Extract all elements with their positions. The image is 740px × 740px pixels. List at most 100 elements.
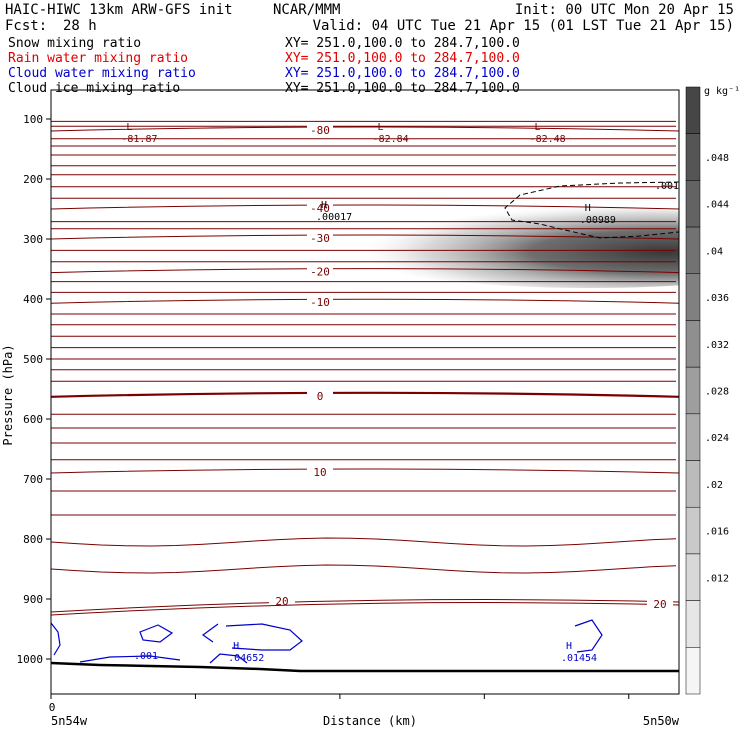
colorbar-bin [685,647,701,695]
cloud-water-contour [139,624,174,643]
y-tick-label: 300 [23,233,43,246]
isotherm-labeled [51,602,679,616]
y-tick-label: 400 [23,293,43,306]
extremum-marker: L [535,122,541,133]
extremum-value: -82.48 [530,134,566,145]
colorbar-tick-label: .036 [705,293,729,304]
x-axis [50,694,630,699]
label-mask [307,466,333,478]
extremum-marker: H [233,641,239,652]
init-time: Init: 00 UTC Mon 20 Apr 15 [515,2,734,18]
cloud-water-contour [79,655,181,663]
extremum-value: -82.84 [373,134,409,145]
label-mask [307,296,333,309]
isotherm-labeled [51,391,679,398]
isotherm-label: -80 [310,124,330,137]
isotherm-labeled [51,268,679,274]
colorbar-bin [685,506,701,555]
y-tick-label: 200 [23,173,43,186]
y-tick-label: 700 [23,473,43,486]
extremum-marker: H [566,641,572,652]
colorbar-tick-label: .024 [705,433,729,444]
y-tick-label: 600 [23,413,43,426]
isotherm-label: 0 [317,390,324,403]
colorbar-bin [685,226,701,275]
x-axis-label: Distance (km) [323,714,417,728]
isotherm-labeled [51,234,679,240]
snow-shading [340,208,679,288]
label-mask [307,265,333,278]
colorbar-tick-label: .016 [705,527,729,538]
temperature-contours: -80 -40 -30 -20 -10 0 10 20 20 [51,120,679,616]
colorbar-bin [685,273,701,321]
extremum-value: .00017 [316,212,352,223]
colorbar-bin [685,320,701,368]
y-tick-label: 1000 [17,653,44,666]
cloud-water-contour-label: .001 [134,651,158,662]
colorbar-bin [685,553,701,601]
colorbar-unit: g kg⁻¹ [704,86,740,97]
field-section-coords: XY= 251.0,100.0 to 284.7,100.0 [285,81,520,96]
isotherm-line [51,564,677,574]
label-mask [307,389,333,402]
extremum-value: .04652 [228,653,264,664]
label-mask [269,595,295,607]
field-section-coords: XY= 251.0,100.0 to 284.7,100.0 [285,66,520,81]
colorbar-bin [685,460,701,508]
label-mask [307,232,333,244]
colorbar-bin [685,180,701,228]
field-name: Rain water mixing ratio [8,51,188,66]
colorbar-bin [685,133,701,181]
label-mask [647,598,673,610]
y-axis: 100 200 300 400 500 600 700 800 900 1000 [17,113,51,666]
terrain-line [51,661,679,673]
colorbar-tick-label: .028 [705,387,729,398]
field-section-coords: XY= 251.0,100.0 to 284.7,100.0 [285,36,520,51]
field-legend: Snow mixing ratio XY= 251.0,100.0 to 284.… [8,36,520,96]
isotherm-labeled [51,298,679,304]
model-title: HAIC-HIWC 13km ARW-GFS init [5,2,233,18]
extrema-labels: L-81.87L-82.84L-82.48H.00017H.00989H.046… [121,122,616,664]
cloud-water-contour [225,623,303,651]
y-axis-label: Pressure (hPa) [1,344,15,445]
colorbar-bin [685,86,701,134]
colorbar-tick-label: .012 [705,573,729,584]
y-tick-label: 500 [23,353,43,366]
cloud-water-contour [51,622,61,656]
isotherm-labeled [51,468,679,474]
extremum-marker: H [321,200,327,211]
isotherm-label: 20 [653,598,666,611]
colorbar-tick-label: .02 [705,480,723,491]
isotherm-line [51,537,677,547]
extremum-marker: L [378,122,384,133]
cloud-ice-contour [504,181,679,239]
org-label: NCAR/MMM [273,2,340,18]
colorbar: .048 .044 .04 .036 .032 .028 .024 .02 .016 .012 [685,86,729,695]
colorbar-tick-label: .048 [705,153,729,164]
forecast-label: Fcst: [5,18,47,34]
label-mask [307,202,333,214]
isotherm-label: -20 [310,266,330,279]
isotherm-label: -40 [310,202,330,215]
field-name: Snow mixing ratio [8,36,141,51]
colorbar-bin [685,600,701,648]
field-name: Cloud ice mixing ratio [8,81,180,96]
cloud-water-contour [209,653,248,664]
valid-time: Valid: 04 UTC Tue 21 Apr 15 (01 LST Tue … [313,18,734,34]
isotherm-label: 10 [313,466,326,479]
isotherm-label: -10 [310,296,330,309]
x-start-label: 0 [49,701,56,714]
ice-contour-label: .001 [655,181,679,192]
field-section-coords: XY= 251.0,100.0 to 284.7,100.0 [285,51,520,66]
extremum-value: .01454 [561,653,597,664]
colorbar-tick-label: .032 [705,340,729,351]
extremum-value: -81.87 [121,134,157,145]
x-right-location: 5n50w [643,714,680,728]
colorbar-tick-label: .044 [705,200,729,211]
x-left-location: 5n54w [51,714,88,728]
isotherm-labeled [51,204,679,210]
label-mask [307,124,333,136]
colorbar-tick-label: .04 [705,246,723,257]
